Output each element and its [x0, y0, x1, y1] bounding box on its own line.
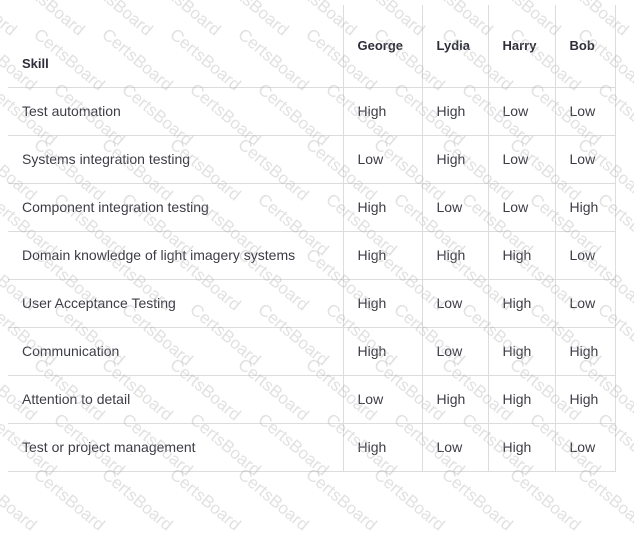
skill-cell: Communication — [8, 326, 344, 376]
header-lydia: Lydia — [421, 5, 489, 88]
watermark-text: CertsBoard — [30, 464, 109, 535]
rating-cell: High — [342, 278, 423, 328]
rating-cell: High — [487, 422, 556, 472]
rating-cell: Low — [554, 230, 616, 280]
watermark-text: CertsBoard — [0, 464, 41, 535]
header-bob: Bob — [554, 5, 616, 88]
rating-cell: Low — [554, 422, 616, 472]
watermark-text: CertsBoard — [438, 464, 517, 535]
table-row: Systems integration testing Low High Low Low — [8, 134, 616, 184]
rating-cell: High — [421, 86, 489, 136]
rating-cell: Low — [421, 326, 489, 376]
rating-cell: High — [487, 326, 556, 376]
watermark-text: CertsBoard — [574, 464, 634, 535]
rating-cell: Low — [554, 134, 616, 184]
rating-cell: High — [342, 326, 423, 376]
table-row: Communication High Low High High — [8, 326, 616, 376]
rating-cell: High — [342, 86, 423, 136]
table-row: Test automation High High Low Low — [8, 86, 616, 136]
rating-cell: High — [342, 182, 423, 232]
rating-cell: High — [554, 182, 616, 232]
watermark-text: CertsBoard — [166, 464, 245, 535]
rating-cell: Low — [487, 134, 556, 184]
rating-cell: Low — [421, 422, 489, 472]
rating-cell: Low — [554, 278, 616, 328]
rating-cell: High — [487, 374, 556, 424]
skill-cell: Component integration testing — [8, 182, 344, 232]
skill-cell: Test or project management — [8, 422, 344, 472]
skill-cell: Systems integration testing — [8, 134, 344, 184]
skill-cell: Attention to detail — [8, 374, 344, 424]
skill-cell: Test automation — [8, 86, 344, 136]
skills-table: Skill George Lydia Harry Bob Test automa… — [8, 5, 616, 472]
rating-cell: High — [421, 134, 489, 184]
watermark-text: CertsBoard — [622, 0, 634, 40]
watermark-text: CertsBoard — [234, 464, 313, 535]
skill-cell: User Acceptance Testing — [8, 278, 344, 328]
header-row: Skill George Lydia Harry Bob — [8, 5, 616, 88]
table-row: Attention to detail Low High High High — [8, 374, 616, 424]
watermark-text: CertsBoard — [370, 464, 449, 535]
rating-cell: High — [554, 326, 616, 376]
table-row: Component integration testing High Low Low H… — [8, 182, 616, 232]
rating-cell: Low — [342, 134, 423, 184]
rating-cell: High — [342, 230, 423, 280]
table-row: Domain knowledge of light imagery system… — [8, 230, 616, 280]
rating-cell: Low — [487, 182, 556, 232]
rating-cell: High — [554, 374, 616, 424]
table-row: User Acceptance Testing High Low High Low — [8, 278, 616, 328]
rating-cell: Low — [342, 374, 423, 424]
header-harry: Harry — [487, 5, 556, 88]
rating-cell: Low — [554, 86, 616, 136]
rating-cell: High — [342, 422, 423, 472]
watermark-text: CertsBoard — [302, 464, 381, 535]
rating-cell: High — [487, 278, 556, 328]
rating-cell: Low — [487, 86, 556, 136]
rating-cell: High — [487, 230, 556, 280]
header-george: George — [342, 5, 423, 88]
table-row: Test or project management High Low High Low — [8, 422, 616, 472]
rating-cell: High — [421, 374, 489, 424]
rating-cell: High — [421, 230, 489, 280]
watermark-text: CertsBoard — [506, 464, 585, 535]
header-skill: Skill — [8, 5, 344, 88]
skill-cell: Domain knowledge of light imagery system… — [8, 230, 344, 280]
rating-cell: Low — [421, 182, 489, 232]
watermark-text: CertsBoard — [98, 464, 177, 535]
rating-cell: Low — [421, 278, 489, 328]
